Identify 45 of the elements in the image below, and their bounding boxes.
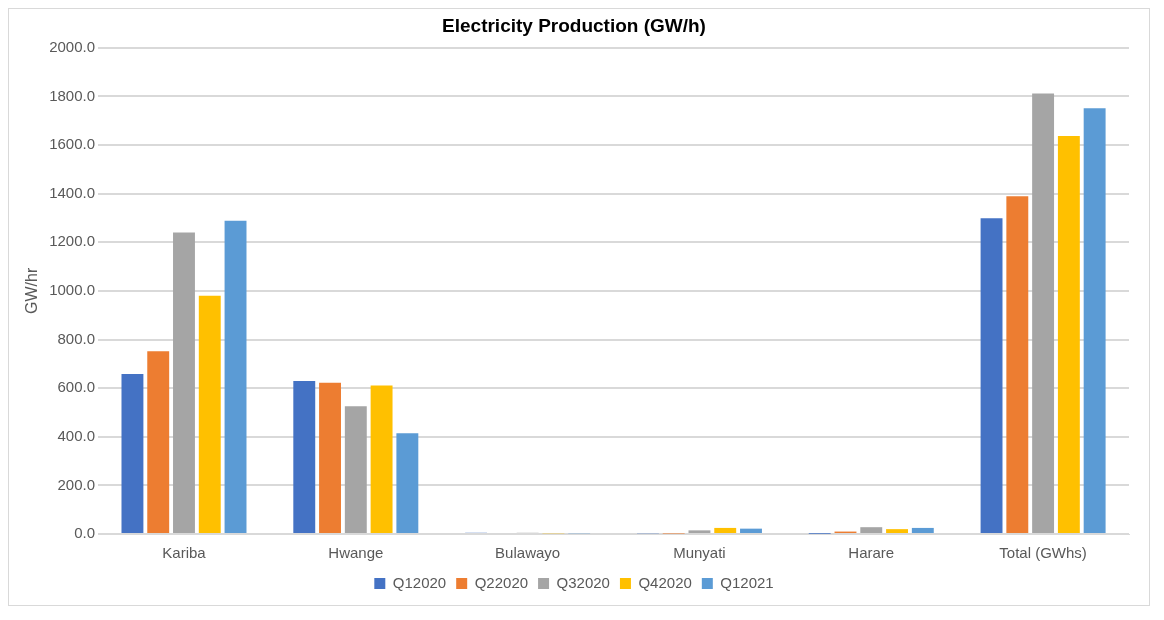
x-tick-label: Bulawayo bbox=[495, 544, 561, 562]
x-tick-label: Kariba bbox=[162, 544, 207, 562]
bar bbox=[860, 527, 883, 533]
bar bbox=[886, 529, 908, 533]
bar bbox=[344, 406, 367, 533]
bar bbox=[147, 351, 170, 533]
bar bbox=[688, 530, 711, 533]
bar bbox=[714, 527, 737, 533]
bar bbox=[1006, 196, 1029, 533]
x-tick-label: Hwange bbox=[328, 544, 384, 562]
bar bbox=[1083, 108, 1106, 533]
bar bbox=[396, 433, 419, 533]
bar bbox=[173, 232, 195, 533]
y-tick-label: 600.0 bbox=[57, 378, 96, 396]
bar bbox=[319, 382, 341, 533]
legend-label: Q42020 bbox=[638, 573, 692, 591]
y-tick-label: 1600.0 bbox=[49, 135, 96, 153]
bar bbox=[198, 295, 221, 533]
legend-label: Q12020 bbox=[392, 573, 447, 591]
y-tick-label: 1400.0 bbox=[49, 183, 96, 201]
y-tick-label: 800.0 bbox=[57, 329, 96, 347]
bar bbox=[911, 527, 934, 533]
bar bbox=[980, 218, 1003, 533]
bar bbox=[293, 381, 316, 533]
x-tick-label: Munyati bbox=[673, 544, 726, 562]
y-axis-title: GW/hr bbox=[23, 267, 41, 315]
bar bbox=[224, 220, 247, 533]
y-tick-label: 0.0 bbox=[74, 524, 96, 542]
y-tick-label: 2000.0 bbox=[49, 37, 96, 55]
x-tick-label: Total (GWhs) bbox=[999, 544, 1087, 562]
y-tick-label: 400.0 bbox=[57, 426, 96, 444]
legend-label: Q32020 bbox=[556, 573, 610, 591]
bar bbox=[740, 528, 762, 533]
y-tick-label: 1000.0 bbox=[49, 281, 96, 299]
chart-title: Electricity Production (GW/h) bbox=[442, 14, 706, 36]
x-tick-label: Harare bbox=[848, 544, 895, 562]
y-tick-label: 1800.0 bbox=[49, 86, 96, 104]
legend-label: Q22020 bbox=[474, 573, 529, 591]
y-tick-label: 200.0 bbox=[57, 475, 96, 493]
bar bbox=[370, 385, 393, 533]
legend-label: Q12021 bbox=[720, 573, 774, 591]
bar bbox=[121, 374, 144, 533]
bar bbox=[1057, 136, 1080, 533]
y-tick-label: 1200.0 bbox=[49, 232, 96, 250]
bar bbox=[1032, 93, 1055, 533]
